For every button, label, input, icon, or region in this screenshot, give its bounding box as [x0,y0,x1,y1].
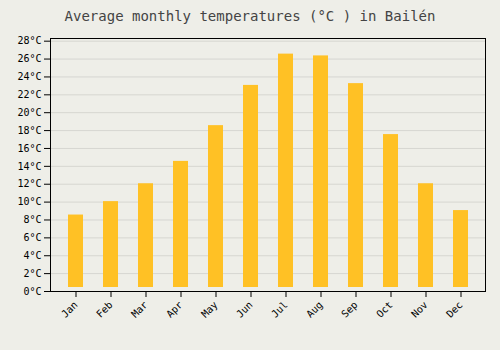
svg-text:16°C: 16°C [17,143,41,154]
svg-text:Jun: Jun [234,299,255,320]
svg-text:Feb: Feb [94,299,115,320]
svg-text:Sep: Sep [339,299,360,320]
svg-text:6°C: 6°C [23,232,41,243]
svg-text:Oct: Oct [374,299,395,320]
svg-text:Aug: Aug [304,299,325,320]
svg-text:18°C: 18°C [17,125,41,136]
svg-text:14°C: 14°C [17,161,41,172]
svg-text:20°C: 20°C [17,107,41,118]
svg-text:2°C: 2°C [23,268,41,279]
svg-text:10°C: 10°C [17,196,41,207]
svg-text:Mar: Mar [129,299,150,320]
svg-text:8°C: 8°C [23,214,41,225]
svg-text:12°C: 12°C [17,178,41,189]
svg-text:22°C: 22°C [17,89,41,100]
svg-text:0°C: 0°C [23,286,41,297]
svg-text:Nov: Nov [409,299,430,320]
svg-text:4°C: 4°C [23,250,41,261]
html-text:Average monthly temperatures (: Average monthly temperatures (°C ) in Ba… [64,8,436,24]
svg-text:Jul: Jul [269,299,290,320]
svg-text:26°C: 26°C [17,53,41,64]
svg-text:Dec: Dec [444,299,465,320]
svg-text:Jan: Jan [59,299,80,320]
svg-text:24°C: 24°C [17,71,41,82]
svg-text:28°C: 28°C [17,35,41,46]
svg-text:May: May [199,299,220,320]
svg-text:Apr: Apr [164,299,185,320]
